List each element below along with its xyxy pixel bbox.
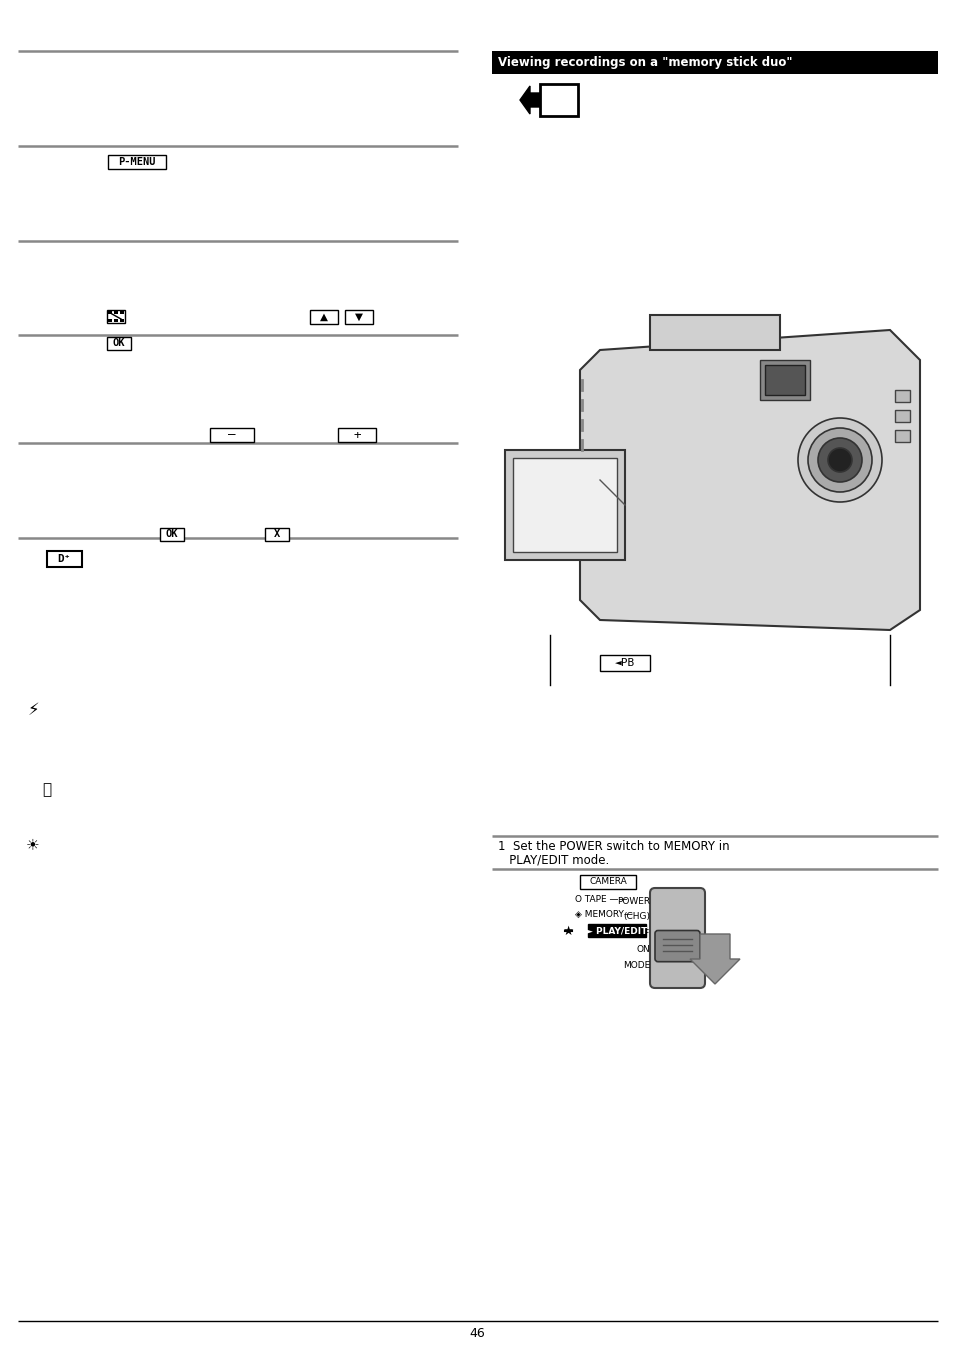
Bar — [113, 319, 118, 322]
Bar — [337, 429, 375, 442]
Bar — [108, 319, 112, 322]
Text: ► PLAY/EDIT: ► PLAY/EDIT — [586, 926, 647, 936]
Bar — [265, 529, 289, 541]
Text: MODE: MODE — [622, 960, 649, 969]
Bar — [120, 311, 124, 314]
Bar — [113, 311, 118, 314]
Text: –: – — [228, 429, 235, 442]
Bar — [120, 319, 124, 322]
Circle shape — [817, 438, 862, 483]
Bar — [345, 310, 373, 324]
Text: ☀: ☀ — [26, 837, 40, 853]
Bar — [47, 552, 82, 566]
Bar — [160, 529, 184, 541]
Text: PLAY/EDIT mode.: PLAY/EDIT mode. — [497, 853, 609, 867]
Text: ▼: ▼ — [355, 312, 363, 322]
Text: ★: ★ — [561, 925, 573, 937]
Circle shape — [797, 418, 882, 502]
Polygon shape — [689, 934, 740, 984]
Text: +: + — [353, 429, 360, 442]
Text: ⚡: ⚡ — [27, 700, 39, 719]
Polygon shape — [519, 87, 539, 114]
Text: (CHG): (CHG) — [622, 913, 649, 922]
Bar — [108, 311, 112, 314]
Text: 𝑖: 𝑖 — [42, 783, 51, 798]
Text: Viewing recordings on a "memory stick duo": Viewing recordings on a "memory stick du… — [497, 57, 792, 69]
Bar — [107, 337, 131, 350]
Text: X: X — [274, 529, 280, 539]
Text: ◄PB: ◄PB — [615, 658, 635, 668]
Text: ON: ON — [636, 945, 649, 953]
Bar — [894, 389, 909, 402]
Text: P-MENU: P-MENU — [118, 157, 155, 168]
Text: D⁺: D⁺ — [57, 554, 71, 564]
Polygon shape — [579, 330, 919, 630]
Bar — [504, 450, 624, 560]
Text: CAMERA: CAMERA — [589, 877, 626, 887]
Bar — [310, 310, 337, 324]
Bar — [894, 410, 909, 422]
Bar — [764, 365, 804, 395]
Bar — [579, 875, 636, 890]
Bar — [513, 458, 617, 552]
Bar — [760, 360, 809, 400]
Bar — [108, 155, 166, 169]
Polygon shape — [649, 315, 780, 350]
Text: OK: OK — [166, 529, 178, 539]
Bar — [587, 923, 645, 937]
Text: ▲: ▲ — [319, 312, 328, 322]
Text: OK: OK — [112, 338, 125, 347]
Bar — [492, 51, 937, 74]
Circle shape — [807, 429, 871, 492]
Text: OFF: OFF — [632, 929, 649, 937]
Bar — [539, 84, 578, 116]
Bar — [210, 429, 253, 442]
Text: ◈ MEMORY—: ◈ MEMORY— — [575, 910, 632, 919]
Text: O TAPE ——: O TAPE —— — [575, 895, 627, 904]
Bar — [107, 310, 125, 323]
Bar — [599, 654, 649, 671]
Text: 46: 46 — [469, 1326, 484, 1340]
FancyBboxPatch shape — [655, 930, 700, 961]
Text: POWER: POWER — [617, 896, 649, 906]
Circle shape — [827, 448, 851, 472]
Text: 1  Set the POWER switch to MEMORY in: 1 Set the POWER switch to MEMORY in — [497, 840, 729, 853]
FancyBboxPatch shape — [649, 888, 704, 988]
Bar — [894, 430, 909, 442]
